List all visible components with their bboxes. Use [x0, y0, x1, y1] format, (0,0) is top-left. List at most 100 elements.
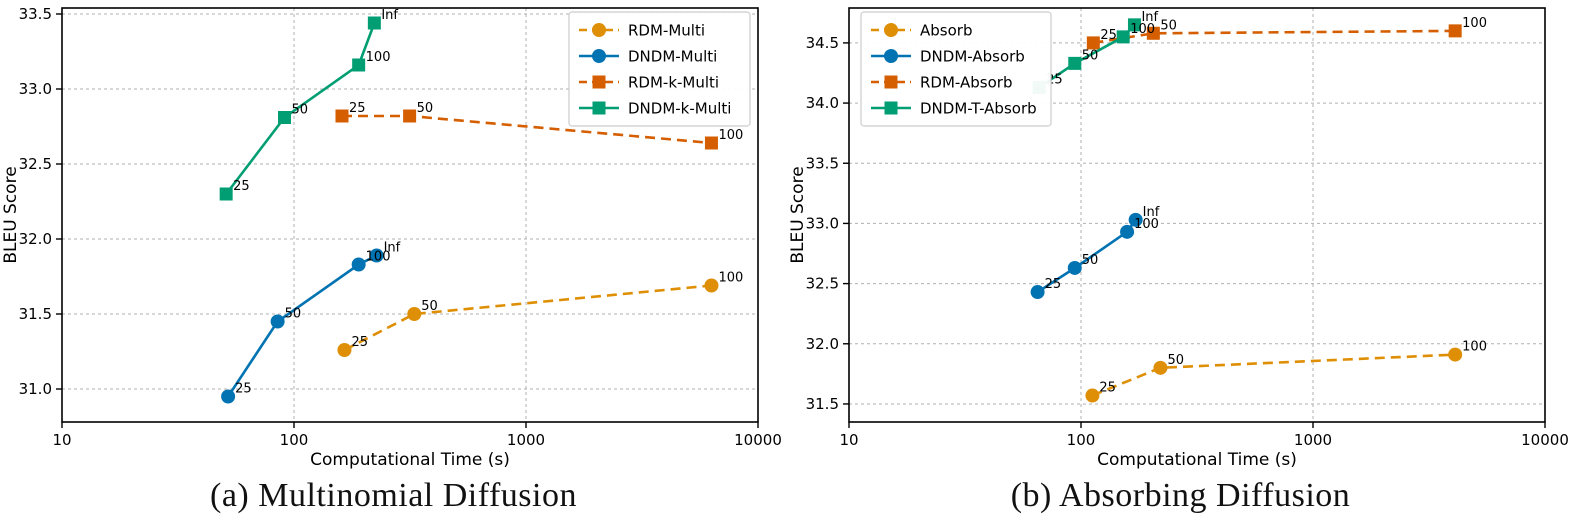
data-point	[1128, 212, 1143, 227]
legend-label: RDM-Absorb	[920, 74, 1012, 92]
legend-box	[568, 11, 751, 127]
series-DNDM-Absorb	[1030, 212, 1143, 300]
data-point	[351, 257, 366, 272]
series-RDM-Absorb	[1086, 24, 1462, 50]
point-label: 25	[235, 382, 252, 397]
point-label: 100	[1462, 16, 1487, 31]
data-point	[369, 248, 384, 263]
legend-item-RDM-k-Multi: RDM-k-Multi	[579, 74, 719, 92]
point-label: 100	[1134, 217, 1159, 232]
y-tick-label: 32.5	[806, 275, 839, 293]
point-label: 25	[1045, 277, 1062, 292]
series-line	[1093, 29, 1456, 45]
series-DNDM-k-Multi	[219, 16, 381, 201]
x-tick-label: 10000	[734, 431, 782, 449]
point-label: 50	[417, 101, 434, 116]
point-label: Inf	[1141, 10, 1158, 25]
chart-multinomial-diffusion: 10 100 1000 10000 Computational Time (s) 31.0…	[1, 5, 782, 470]
legend-label: DNDM-T-Absorb	[920, 100, 1037, 118]
legend: Absorb DNDM-Absorb RDM-Absorb DNDM-T-Absorb	[860, 11, 1052, 127]
legend-label: RDM-Multi	[628, 22, 705, 40]
point-label: 25	[349, 101, 366, 116]
y-tick-label: 34.0	[806, 94, 839, 112]
data-point	[704, 136, 718, 150]
y-tick-label: 32.0	[806, 335, 839, 353]
x-axis: 10 100 1000 10000 Computational Time (s)	[839, 422, 1569, 470]
data-point	[403, 109, 417, 123]
x-tick-label: 1000	[507, 431, 545, 449]
point-label: 25	[1099, 381, 1116, 396]
legend-box	[860, 11, 1052, 127]
point-label: Inf	[381, 8, 398, 23]
point-label: 50	[1167, 353, 1184, 368]
data-point	[270, 314, 285, 329]
legend-swatch-marker	[592, 49, 606, 63]
gridlines	[849, 8, 1545, 422]
legend-label: DNDM-Absorb	[920, 48, 1025, 66]
series-line	[227, 254, 378, 398]
x-tick-label: 10	[52, 431, 71, 449]
x-tick-label: 100	[1067, 431, 1096, 449]
point-label: Inf	[1143, 205, 1160, 220]
y-tick-label: 33.5	[806, 154, 839, 172]
y-tick-label: 32.5	[19, 155, 52, 173]
data-point	[277, 111, 291, 124]
point-label: 100	[718, 271, 743, 286]
series-line	[343, 284, 712, 352]
point-label: 100	[1130, 22, 1155, 37]
point-label: 25	[1100, 28, 1117, 43]
point-label: 50	[291, 103, 308, 118]
data-point	[704, 278, 719, 293]
point-label: 100	[1462, 340, 1487, 355]
legend-swatch-marker	[592, 23, 606, 37]
y-tick-label: 33.5	[19, 5, 52, 23]
point-label: 50	[1082, 253, 1099, 268]
data-point	[221, 389, 236, 404]
data-point	[1068, 56, 1082, 70]
legend-label: RDM-k-Multi	[628, 74, 719, 92]
data-point	[1146, 26, 1160, 40]
x-axis: 10 100 1000 10000 Computational Time (s)	[52, 422, 782, 470]
y-axis: 31.0 31.5 32.0 32.5 33.0 33.5 BLEU Score	[1, 5, 62, 398]
data-point	[352, 58, 366, 72]
y-axis-title: BLEU Score	[1, 166, 21, 263]
data-point	[1448, 347, 1463, 362]
series-RDM-Multi	[337, 278, 719, 357]
legend-item-DNDM-Absorb: DNDM-Absorb	[871, 48, 1025, 66]
y-tick-label: 31.0	[19, 380, 52, 398]
data-point	[1085, 388, 1100, 403]
legend-label: DNDM-Multi	[628, 48, 717, 66]
legend-swatch-marker	[592, 75, 606, 89]
legend-swatch-marker	[884, 49, 898, 63]
y-tick-label: 33.0	[19, 80, 52, 98]
y-tick-label: 31.5	[806, 395, 839, 413]
y-tick-label: 33.0	[806, 214, 839, 232]
chart-absorbing-diffusion: 10 100 1000 10000 Computational Time (s) 31.5…	[788, 7, 1569, 470]
data-point	[1030, 285, 1045, 300]
plot-border	[848, 7, 1546, 423]
legend-label: DNDM-k-Multi	[628, 100, 731, 118]
series-RDM-k-Multi	[335, 109, 718, 150]
series-line	[1036, 219, 1137, 294]
x-tick-label: 10	[839, 431, 858, 449]
point-label: 25	[233, 179, 250, 194]
legend-swatch-marker	[884, 75, 898, 89]
y-tick-label: 32.0	[19, 230, 52, 248]
legend-item-DNDM-Multi: DNDM-Multi	[579, 48, 717, 66]
x-tick-label: 1000	[1294, 431, 1332, 449]
point-label: 50	[1160, 18, 1177, 33]
point-label: 100	[718, 128, 743, 143]
data-point	[335, 109, 349, 123]
data-point	[1067, 260, 1082, 275]
legend-item-Absorb: Absorb	[871, 22, 972, 40]
legend-item-RDM-Multi: RDM-Multi	[579, 22, 705, 40]
series-Absorb	[1085, 347, 1463, 403]
data-point	[367, 16, 381, 30]
legend-swatch-marker	[884, 101, 898, 115]
y-tick-label: 34.5	[806, 34, 839, 52]
point-label: 25	[351, 335, 368, 350]
legend-item-DNDM-k-Multi: DNDM-k-Multi	[579, 100, 731, 118]
data-point	[407, 307, 422, 321]
